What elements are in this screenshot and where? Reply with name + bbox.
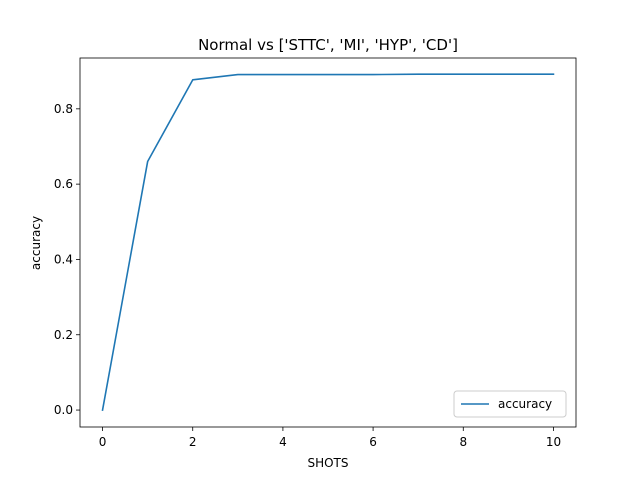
x-tick-label-4: 8 xyxy=(459,435,467,449)
legend-label-accuracy: accuracy xyxy=(498,397,552,411)
x-axis-label: SHOTS xyxy=(307,456,348,470)
y-tick-label-2: 0.4 xyxy=(54,252,73,266)
x-tick-label-1: 2 xyxy=(189,435,197,449)
chart-title: Normal vs ['STTC', 'MI', 'HYP', 'CD'] xyxy=(198,36,458,54)
x-tick-label-2: 4 xyxy=(279,435,287,449)
axes-frame xyxy=(79,57,577,428)
legend-box xyxy=(453,390,567,418)
y-tick-label-1: 0.2 xyxy=(54,328,73,342)
series-line-accuracy xyxy=(101,73,555,411)
y-tick-label-3: 0.6 xyxy=(54,177,73,191)
plot-area: 0 2 4 6 8 10 0.0 0.2 0.4 0.6 0.8 accuracy xyxy=(54,57,577,449)
y-tick-label-0: 0.0 xyxy=(54,403,73,417)
x-tick-label-5: 10 xyxy=(546,435,561,449)
x-tick-label-3: 6 xyxy=(369,435,377,449)
y-axis-label: accuracy xyxy=(29,216,43,270)
y-tick-label-4: 0.8 xyxy=(54,102,73,116)
x-tick-label-0: 0 xyxy=(99,435,107,449)
